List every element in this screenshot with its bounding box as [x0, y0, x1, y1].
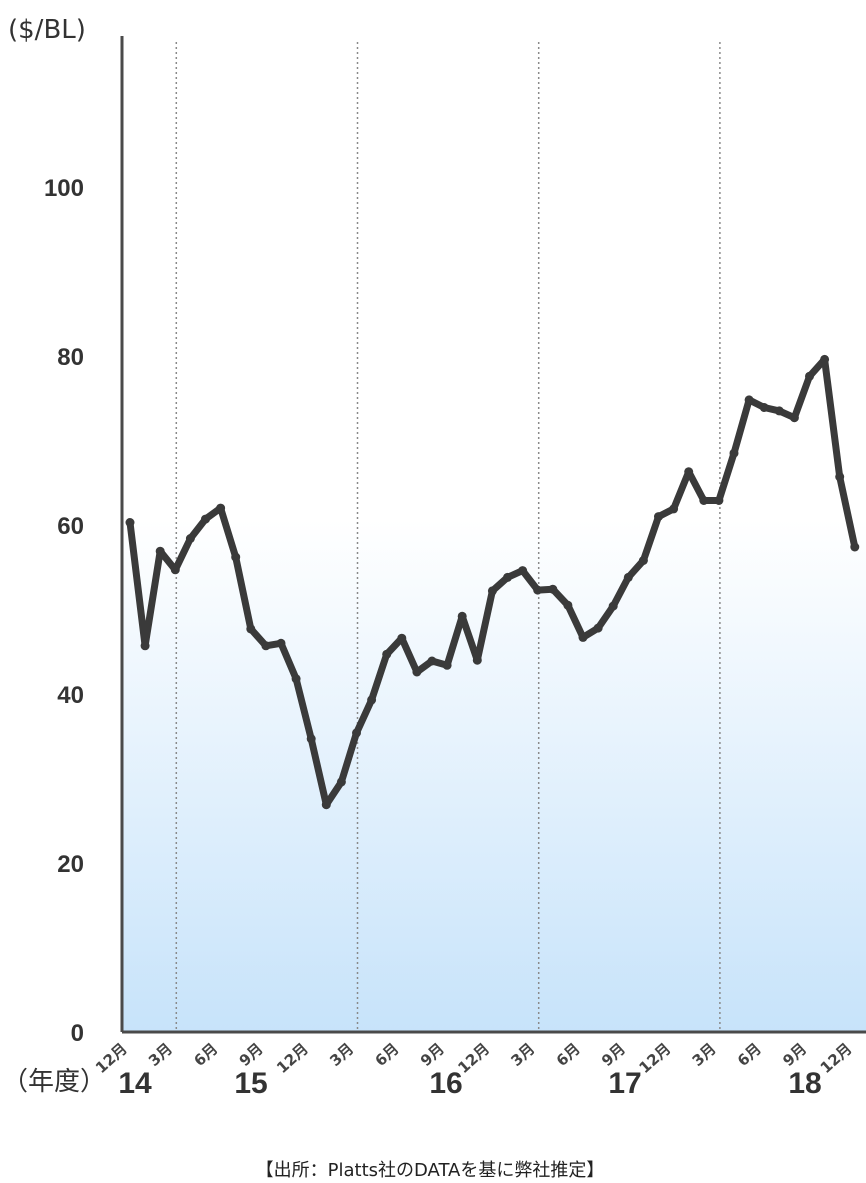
vertical-gridlines	[175, 42, 721, 1032]
x-tick-label: 9月	[236, 1040, 267, 1070]
source-note: 【出所：Platts社のDATAを基に弊社推定】	[256, 1160, 605, 1181]
data-point	[140, 641, 150, 651]
data-point	[261, 641, 271, 651]
x-tick-label: 12月	[817, 1040, 856, 1077]
data-point	[608, 601, 618, 611]
year-label: 15	[234, 1067, 267, 1100]
data-point	[548, 584, 558, 594]
year-label: 18	[788, 1067, 821, 1100]
data-point	[744, 395, 754, 405]
y-tick-labels: 0 20 40 60 80 100	[44, 175, 84, 1047]
data-point	[382, 649, 392, 659]
x-tick-label: 3月	[507, 1040, 538, 1070]
x-tick-label: 3月	[145, 1040, 176, 1070]
data-point	[850, 542, 860, 552]
data-point	[729, 448, 739, 458]
data-point	[835, 472, 845, 482]
data-point	[578, 632, 588, 642]
year-label: 16	[429, 1067, 462, 1100]
year-label: 17	[608, 1067, 641, 1100]
data-point	[533, 585, 543, 595]
data-point	[623, 572, 633, 582]
x-tick-label: 3月	[689, 1040, 720, 1070]
x-tick-label: 9月	[779, 1040, 810, 1070]
data-point	[593, 623, 603, 633]
data-point	[789, 413, 799, 423]
data-point	[699, 496, 709, 505]
data-point	[352, 728, 361, 738]
series-points	[125, 354, 860, 810]
data-point	[246, 624, 256, 634]
x-tick-label: 12月	[273, 1040, 312, 1077]
data-point	[276, 638, 286, 648]
x-tick-label: 9月	[598, 1040, 629, 1070]
data-point	[487, 586, 497, 596]
y-tick-label: 20	[57, 851, 84, 878]
data-point	[291, 674, 301, 684]
data-point	[216, 503, 226, 513]
data-point	[503, 572, 512, 582]
y-tick-label: 40	[57, 682, 84, 709]
data-point	[427, 656, 437, 666]
x-tick-label: 3月	[326, 1040, 357, 1070]
data-point	[201, 514, 210, 524]
year-labels: 14 15 16 17 18	[118, 1067, 821, 1100]
data-point	[367, 695, 377, 705]
data-point	[563, 600, 573, 610]
data-point	[654, 512, 663, 522]
data-point	[306, 734, 316, 744]
year-label: 14	[118, 1067, 152, 1100]
data-point	[714, 496, 724, 505]
data-point	[684, 467, 694, 477]
data-point	[805, 371, 814, 381]
x-tick-label: 6月	[734, 1040, 765, 1070]
data-point	[412, 667, 422, 677]
data-point	[472, 655, 482, 665]
x-tick-labels: 12月 3月 6月 9月 12月 3月 6月 9月 12月 3月 6月 9月 12月 3月 6月 9月 12月	[92, 1040, 856, 1077]
data-point	[759, 403, 769, 412]
data-point	[336, 777, 346, 787]
y-tick-label: 60	[57, 513, 84, 540]
data-point	[820, 354, 830, 364]
data-point	[170, 565, 180, 575]
x-tick-label: 6月	[190, 1040, 221, 1070]
y-tick-label: 80	[57, 344, 84, 371]
data-point	[321, 800, 331, 810]
data-point	[231, 552, 241, 562]
data-point	[185, 534, 195, 543]
data-point	[518, 566, 528, 576]
data-point	[442, 660, 452, 670]
y-axis-unit-label: ($/BL)	[8, 15, 86, 45]
data-point	[125, 518, 135, 527]
data-point	[638, 556, 648, 565]
data-point	[155, 546, 165, 556]
y-tick-label: 0	[71, 1020, 84, 1047]
fiscal-year-label: （年度）	[2, 1067, 106, 1097]
data-point	[669, 504, 679, 514]
x-tick-label: 6月	[553, 1040, 584, 1070]
data-point	[774, 406, 784, 416]
data-point	[397, 633, 407, 643]
x-tick-label: 9月	[417, 1040, 448, 1070]
x-tick-label: 6月	[372, 1040, 403, 1070]
y-tick-label: 100	[44, 175, 84, 202]
data-point	[457, 611, 467, 621]
